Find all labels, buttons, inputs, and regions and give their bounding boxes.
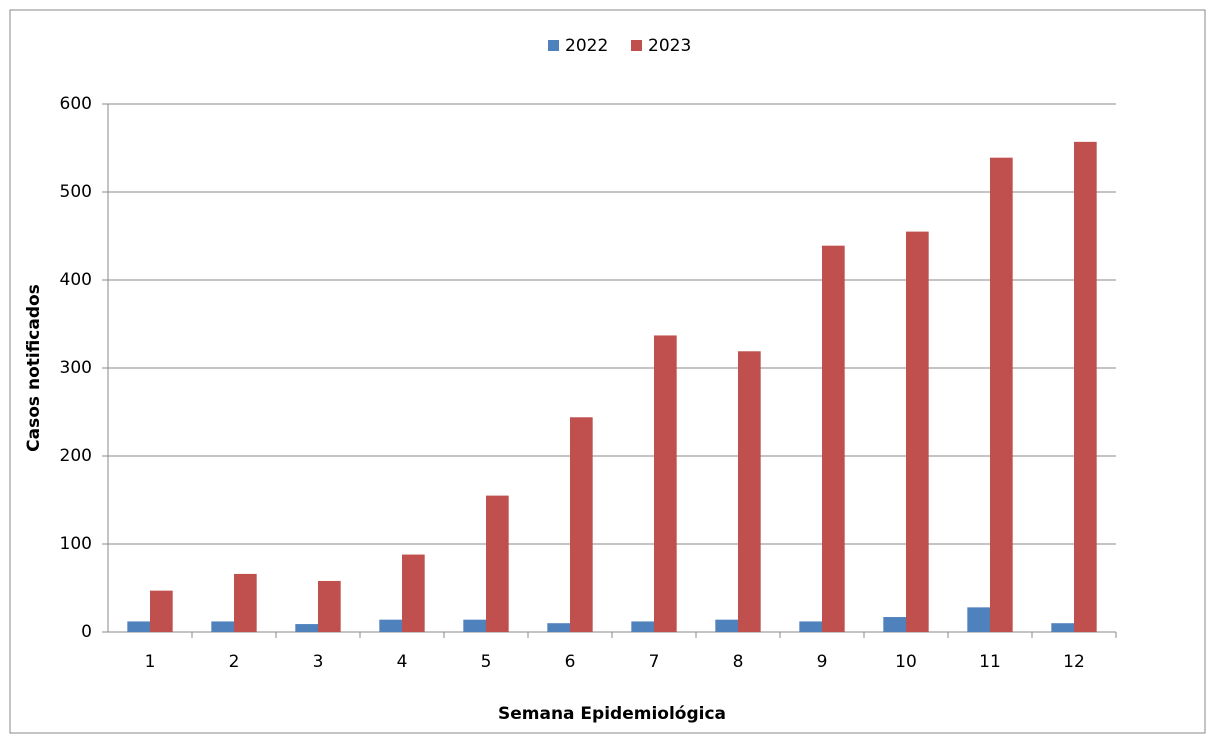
x-tick-label: 1: [145, 652, 156, 672]
bar: [463, 619, 486, 632]
x-tick-label: 3: [313, 652, 324, 672]
bar: [295, 624, 318, 632]
y-axis-title: Casos notificados: [24, 284, 44, 452]
chart-border: [9, 9, 1206, 734]
legend-swatch: [631, 40, 642, 51]
bar: [1074, 141, 1097, 632]
bar: [1051, 623, 1074, 632]
x-axis-title: Semana Epidemiológica: [498, 704, 726, 724]
y-tick-label: 100: [60, 534, 92, 554]
y-tick-label: 0: [81, 622, 92, 642]
y-tick-label: 300: [60, 358, 92, 378]
x-tick-label: 9: [817, 652, 828, 672]
x-tick-label: 8: [733, 652, 744, 672]
x-tick-label: 7: [649, 652, 660, 672]
bar: [654, 335, 677, 632]
x-tick-label: 12: [1063, 652, 1085, 672]
y-tick-label: 600: [60, 94, 92, 114]
y-tick-label: 500: [60, 182, 92, 202]
legend-label: 2022: [565, 36, 608, 56]
x-tick-label: 6: [565, 652, 576, 672]
bar: [211, 621, 234, 632]
bar: [570, 417, 593, 632]
bar: [486, 495, 509, 632]
legend-swatch: [548, 40, 559, 51]
legend-label: 2023: [648, 36, 691, 56]
bar: [990, 157, 1013, 632]
bar: [402, 554, 425, 632]
bar: [379, 619, 402, 632]
bar: [234, 573, 257, 632]
bar: [547, 623, 570, 632]
x-tick-label: 11: [979, 652, 1001, 672]
bar: [906, 231, 929, 632]
bar: [799, 621, 822, 632]
x-tick-label: 4: [397, 652, 408, 672]
bar: [318, 580, 341, 632]
y-tick-label: 200: [60, 446, 92, 466]
bar: [127, 621, 150, 632]
bar: [738, 351, 761, 632]
bar: [883, 617, 906, 632]
x-tick-label: 5: [481, 652, 492, 672]
x-tick-label: 2: [229, 652, 240, 672]
bar: [967, 607, 990, 632]
bar: [631, 621, 654, 632]
y-tick-label: 400: [60, 270, 92, 290]
x-tick-label: 10: [895, 652, 917, 672]
bar: [150, 590, 173, 632]
bar: [822, 245, 845, 632]
bar: [715, 619, 738, 632]
